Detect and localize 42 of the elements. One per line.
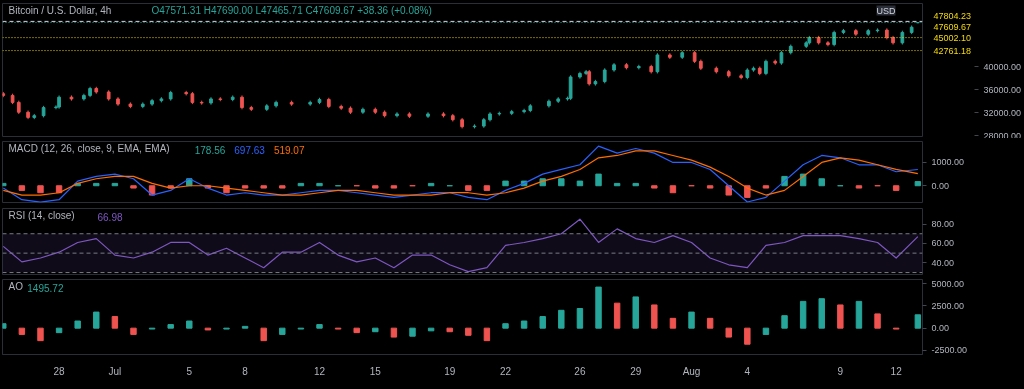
annotation: USD xyxy=(876,5,896,16)
x-tick-label: 19 xyxy=(444,365,456,377)
ref-line-label: 42761.18 xyxy=(933,45,972,56)
x-tick-label: 9 xyxy=(837,365,844,377)
x-tick-label: 26 xyxy=(574,365,586,377)
x-tick-label: 12 xyxy=(890,365,903,377)
annotation: 519.07 xyxy=(273,144,305,156)
y-tick-label: 80.00 xyxy=(931,219,955,230)
chart-title: AO xyxy=(8,280,24,292)
x-tick-label: 28 xyxy=(53,365,66,377)
annotation: 178.56 xyxy=(194,144,226,156)
annotation: 66.98 xyxy=(97,211,123,223)
y-tick-label: 32000.00 xyxy=(983,107,1022,118)
y-tick-label: 28000.00 xyxy=(983,130,1022,141)
y-tick-label: 0.00 xyxy=(931,323,950,334)
chart-title: Bitcoin / U.S. Dollar, 4h xyxy=(8,4,112,16)
annotation: 1495.72 xyxy=(27,282,64,294)
chart-title: MACD (12, 26, close, 9, EMA, EMA) xyxy=(8,142,170,154)
y-tick-label: 1000.00 xyxy=(931,157,965,168)
y-tick-label: 60.00 xyxy=(931,238,955,249)
y-tick-label: 40.00 xyxy=(931,257,955,268)
chart-title: RSI (14, close) xyxy=(8,209,75,221)
y-tick-label: -2500.00 xyxy=(931,345,968,356)
x-tick-label: Aug xyxy=(682,365,701,377)
x-tick-label: 8 xyxy=(242,365,249,377)
ref-line-label: 45002.10 xyxy=(933,32,972,43)
x-tick-label: 15 xyxy=(369,365,382,377)
y-tick-label: 2500.00 xyxy=(931,300,965,311)
y-tick-label: 5000.00 xyxy=(931,278,965,289)
x-tick-label: 22 xyxy=(499,365,512,377)
x-tick-label: 12 xyxy=(313,365,326,377)
x-tick-label: 4 xyxy=(744,365,751,377)
x-tick-label: Jul xyxy=(108,365,122,377)
x-tick-label: 5 xyxy=(186,365,193,377)
x-tick-label: 29 xyxy=(630,365,642,377)
chart-subtitle: O47571.31 H47690.00 L47465.71 C47609.67 +38.36 (+0.08%) xyxy=(151,4,432,16)
y-tick-label: 0.00 xyxy=(931,180,950,191)
y-tick-label: 40000.00 xyxy=(983,61,1022,72)
ref-line-label: 47609.67 xyxy=(933,22,972,33)
annotation: 697.63 xyxy=(234,144,266,156)
ref-line-label: 47804.23 xyxy=(933,11,972,22)
y-tick-label: 36000.00 xyxy=(983,84,1022,95)
